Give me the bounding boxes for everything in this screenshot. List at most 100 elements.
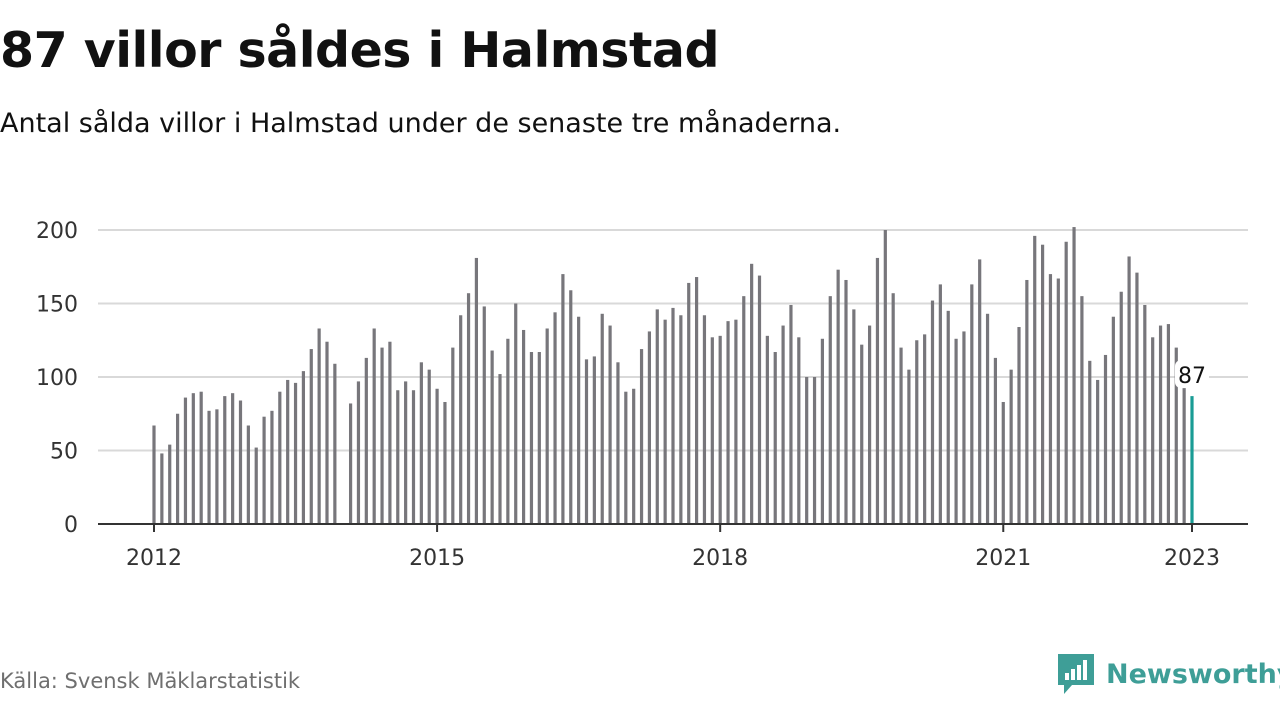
bar-2021-04 bbox=[1025, 279, 1029, 524]
bar-2014-07 bbox=[388, 341, 392, 524]
bar-2015-03 bbox=[451, 347, 455, 524]
bar-2020-11 bbox=[985, 313, 990, 524]
bar-2022-05 bbox=[1127, 256, 1131, 524]
y-tick-label-50: 50 bbox=[50, 440, 78, 465]
bar-2018-11 bbox=[797, 337, 801, 524]
x-tick-label-2018: 2018 bbox=[692, 546, 748, 571]
x-tick-label-2021: 2021 bbox=[975, 546, 1031, 571]
bar-2022-11 bbox=[1174, 347, 1178, 524]
bar-2016-09 bbox=[592, 356, 596, 524]
bar-2012-09 bbox=[215, 409, 219, 524]
bar-2020-02 bbox=[915, 340, 919, 524]
bar-2012-02 bbox=[160, 453, 164, 524]
x-axis-ticks bbox=[153, 524, 1193, 532]
bar-2013-10 bbox=[317, 328, 321, 524]
bar-2017-03 bbox=[639, 349, 644, 524]
bar-2016-11 bbox=[608, 325, 612, 524]
bar-2021-08 bbox=[1056, 278, 1060, 524]
highlight-value-label: 87 bbox=[1178, 364, 1206, 389]
bar-2020-01 bbox=[907, 369, 911, 524]
y-tick-label-100: 100 bbox=[36, 366, 78, 391]
bar-2016-01 bbox=[529, 352, 534, 524]
bar-2020-04 bbox=[930, 300, 935, 524]
bar-2021-06 bbox=[1040, 244, 1045, 524]
bar-2017-01 bbox=[624, 391, 628, 524]
bar-highlight-2023-01 bbox=[1190, 396, 1194, 524]
bar-2017-04 bbox=[647, 331, 652, 524]
bar-chart: 0 50 100 150 200 2012 2015 2018 2021 2023 87 bbox=[36, 219, 1248, 571]
y-axis-labels: 0 50 100 150 200 bbox=[36, 219, 78, 538]
bar-2021-03 bbox=[1017, 327, 1021, 524]
bar-2012-04 bbox=[175, 413, 180, 524]
bars bbox=[152, 227, 1194, 524]
bar-2018-02 bbox=[726, 321, 730, 524]
bar-2012-05 bbox=[183, 397, 188, 524]
bar-2017-07 bbox=[671, 307, 675, 524]
bar-2017-06 bbox=[663, 319, 667, 524]
bar-2016-08 bbox=[584, 359, 589, 524]
bar-2019-06 bbox=[852, 309, 856, 524]
bar-2013-01 bbox=[246, 425, 250, 524]
bar-2018-07 bbox=[765, 335, 769, 524]
bar-2012-03 bbox=[168, 444, 172, 524]
bar-2013-05 bbox=[278, 391, 282, 524]
bar-2019-09 bbox=[875, 257, 880, 524]
bar-2017-08 bbox=[679, 315, 683, 524]
bar-2021-05 bbox=[1033, 235, 1037, 524]
bar-2017-10 bbox=[694, 277, 699, 524]
bar-2013-03 bbox=[262, 416, 266, 524]
highlight-annotation: 87 bbox=[1175, 360, 1209, 389]
bar-2021-09 bbox=[1064, 241, 1068, 524]
bar-2022-09 bbox=[1158, 325, 1163, 524]
bar-2019-11 bbox=[891, 293, 895, 524]
bar-2013-07 bbox=[293, 382, 298, 524]
bar-2019-03 bbox=[828, 296, 832, 524]
bar-2016-03 bbox=[545, 328, 549, 524]
y-tick-label-150: 150 bbox=[36, 293, 78, 318]
bar-2016-07 bbox=[577, 316, 581, 524]
bar-2015-05 bbox=[466, 293, 471, 524]
bar-2015-04 bbox=[459, 315, 463, 524]
bar-2014-11 bbox=[419, 362, 423, 524]
bar-2012-11 bbox=[231, 393, 235, 524]
bar-2012-01 bbox=[152, 425, 156, 524]
bar-2015-07 bbox=[482, 306, 486, 524]
bar-2016-12 bbox=[616, 362, 620, 524]
newsworthy-logo-icon bbox=[1058, 654, 1094, 694]
bar-2021-12 bbox=[1088, 360, 1092, 524]
x-axis-labels: 2012 2015 2018 2021 2023 bbox=[126, 546, 1220, 571]
bar-2014-05 bbox=[372, 328, 376, 524]
bar-2020-05 bbox=[938, 284, 942, 524]
bar-2018-06 bbox=[757, 275, 762, 524]
highlight-label-bg bbox=[1175, 360, 1209, 389]
bar-2021-02 bbox=[1009, 369, 1013, 524]
bar-2018-08 bbox=[773, 352, 777, 524]
bar-2014-02 bbox=[348, 403, 353, 524]
bar-2019-02 bbox=[820, 338, 825, 524]
bar-2013-06 bbox=[286, 379, 290, 524]
bar-2014-06 bbox=[380, 347, 384, 524]
bar-2018-01 bbox=[718, 335, 722, 524]
bar-2022-01 bbox=[1096, 379, 1100, 524]
bar-2019-08 bbox=[867, 325, 872, 524]
bar-2018-03 bbox=[734, 319, 738, 524]
bar-2018-05 bbox=[750, 263, 754, 524]
bar-2016-05 bbox=[561, 274, 565, 524]
bar-2013-11 bbox=[325, 341, 329, 524]
bar-2019-01 bbox=[812, 377, 817, 524]
bar-2012-06 bbox=[191, 393, 195, 524]
bar-2014-08 bbox=[396, 390, 400, 524]
chart-title: 87 villor såldes i Halmstad bbox=[0, 22, 720, 79]
brand-logo: Newsworthy bbox=[1058, 654, 1280, 694]
bar-2020-12 bbox=[993, 357, 998, 524]
bar-2015-01 bbox=[435, 388, 439, 524]
source-credit: Källa: Svensk Mäklarstatistik bbox=[0, 669, 301, 693]
bar-2013-04 bbox=[270, 410, 274, 524]
bar-2012-10 bbox=[223, 396, 227, 524]
bar-2016-10 bbox=[600, 313, 604, 524]
bar-2014-09 bbox=[404, 381, 408, 524]
bar-2013-12 bbox=[333, 363, 337, 524]
bar-2015-06 bbox=[474, 257, 479, 524]
bar-2013-02 bbox=[254, 447, 258, 524]
chart-subtitle: Antal sålda villor i Halmstad under de s… bbox=[0, 108, 842, 139]
